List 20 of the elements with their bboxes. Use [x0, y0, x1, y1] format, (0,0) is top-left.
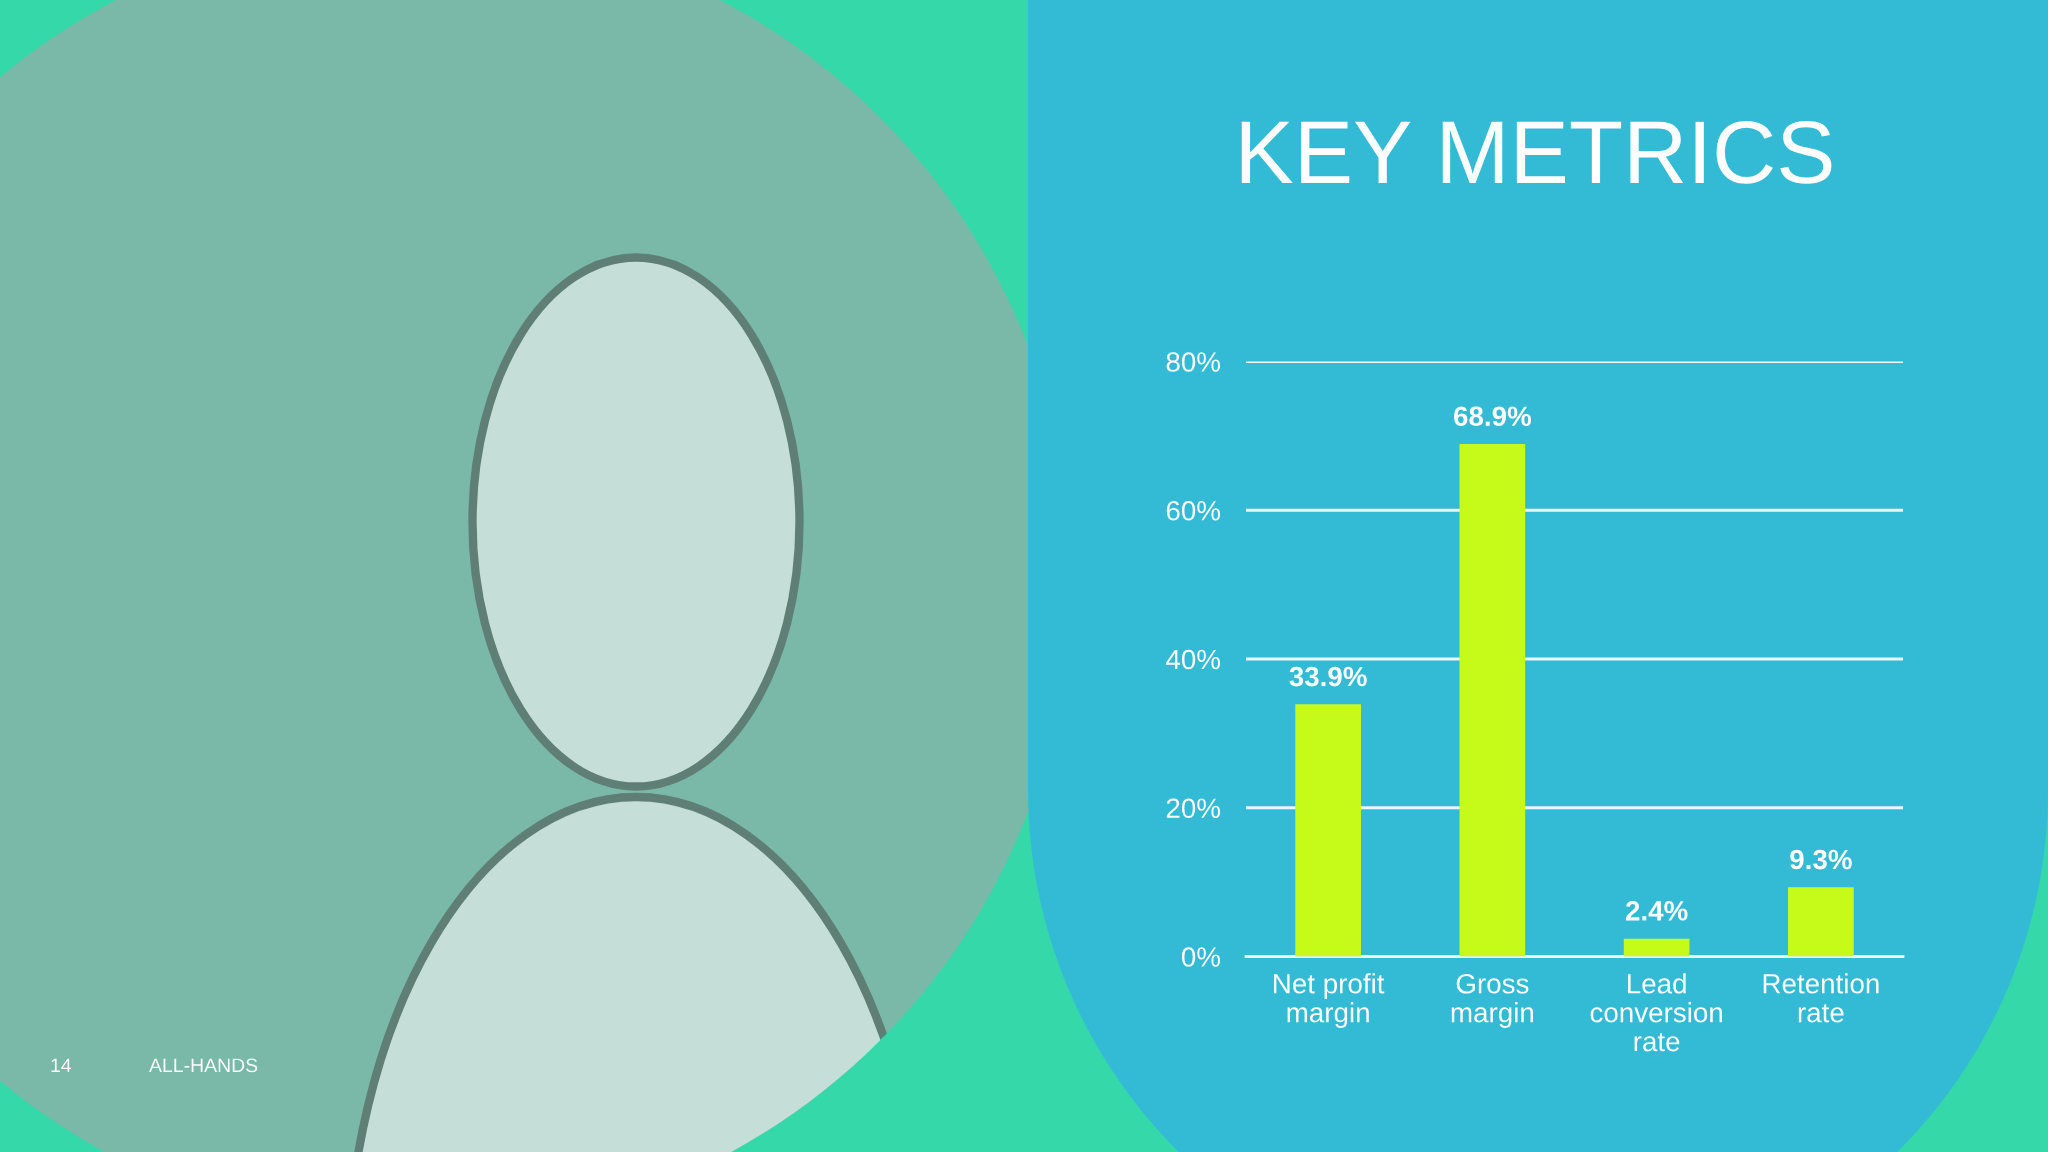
data-label: 33.9%	[1289, 666, 1367, 687]
text: ALL-HANDS	[149, 1058, 258, 1073]
y-tick-label: 20%	[1166, 798, 1221, 819]
x-tick-label: Lead conversion rate	[1590, 973, 1722, 1052]
chart-title: KEY METRICS	[1241, 120, 1832, 184]
x-tick-label: Gross margin	[1451, 973, 1534, 1028]
bar	[1459, 444, 1526, 957]
y-tick-label: 60%	[1166, 500, 1221, 521]
x-tick-label: Net profit margin	[1274, 973, 1385, 1028]
data-label: 2.4%	[1625, 900, 1688, 921]
bar	[1788, 887, 1854, 957]
data-label: 68.9%	[1454, 406, 1532, 427]
y-tick-label: 80%	[1166, 352, 1221, 372]
y-tick-label: 0%	[1181, 947, 1221, 967]
bar	[1295, 704, 1361, 957]
y-tick-label: 40%	[1166, 649, 1221, 670]
x-tick-label: Retention rate	[1763, 973, 1879, 1023]
data-label: 9.3%	[1790, 849, 1852, 870]
bar	[1623, 938, 1690, 957]
text: 14	[51, 1058, 72, 1073]
